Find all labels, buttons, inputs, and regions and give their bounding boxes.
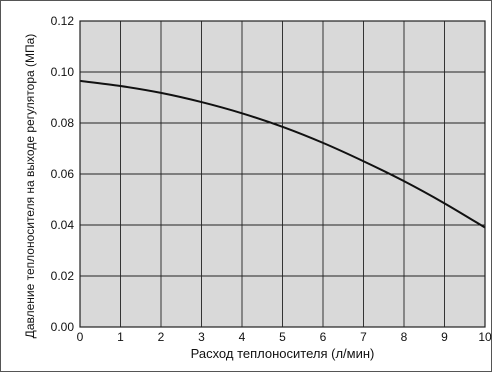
x-tick-label: 0: [77, 330, 84, 344]
y-tick-label: 0.02: [51, 269, 75, 283]
y-tick-label: 0.08: [51, 116, 75, 130]
y-tick-label: 0.12: [51, 14, 75, 28]
x-axis-label: Расход теплоносителя (л/мин): [191, 346, 375, 361]
x-tick-label: 2: [158, 330, 165, 344]
x-tick-label: 6: [320, 330, 327, 344]
series-line: [79, 79, 486, 229]
y-tick-label: 0.10: [51, 65, 75, 79]
x-tick-label: 10: [478, 330, 492, 344]
x-tick-label: 3: [198, 330, 205, 344]
x-tick-label: 5: [279, 330, 286, 344]
x-tick-label: 8: [401, 330, 408, 344]
x-tick-labels: 0 1 2 3 4 5 6 7 8 9 10: [77, 330, 492, 344]
x-tick-label: 7: [360, 330, 367, 344]
y-tick-label: 0.06: [51, 167, 75, 181]
plot-border: [79, 20, 486, 328]
x-tick-label: 4: [239, 330, 246, 344]
y-tick-labels: 0.00 0.02 0.04 0.06 0.08 0.10 0.12: [51, 14, 75, 334]
x-tick-label: 9: [441, 330, 448, 344]
y-axis-label: Давление теплоносителя на выходе регулят…: [23, 34, 37, 339]
y-tick-label: 0.04: [51, 218, 75, 232]
y-tick-label: 0.00: [51, 320, 75, 334]
x-tick-label: 1: [117, 330, 124, 344]
